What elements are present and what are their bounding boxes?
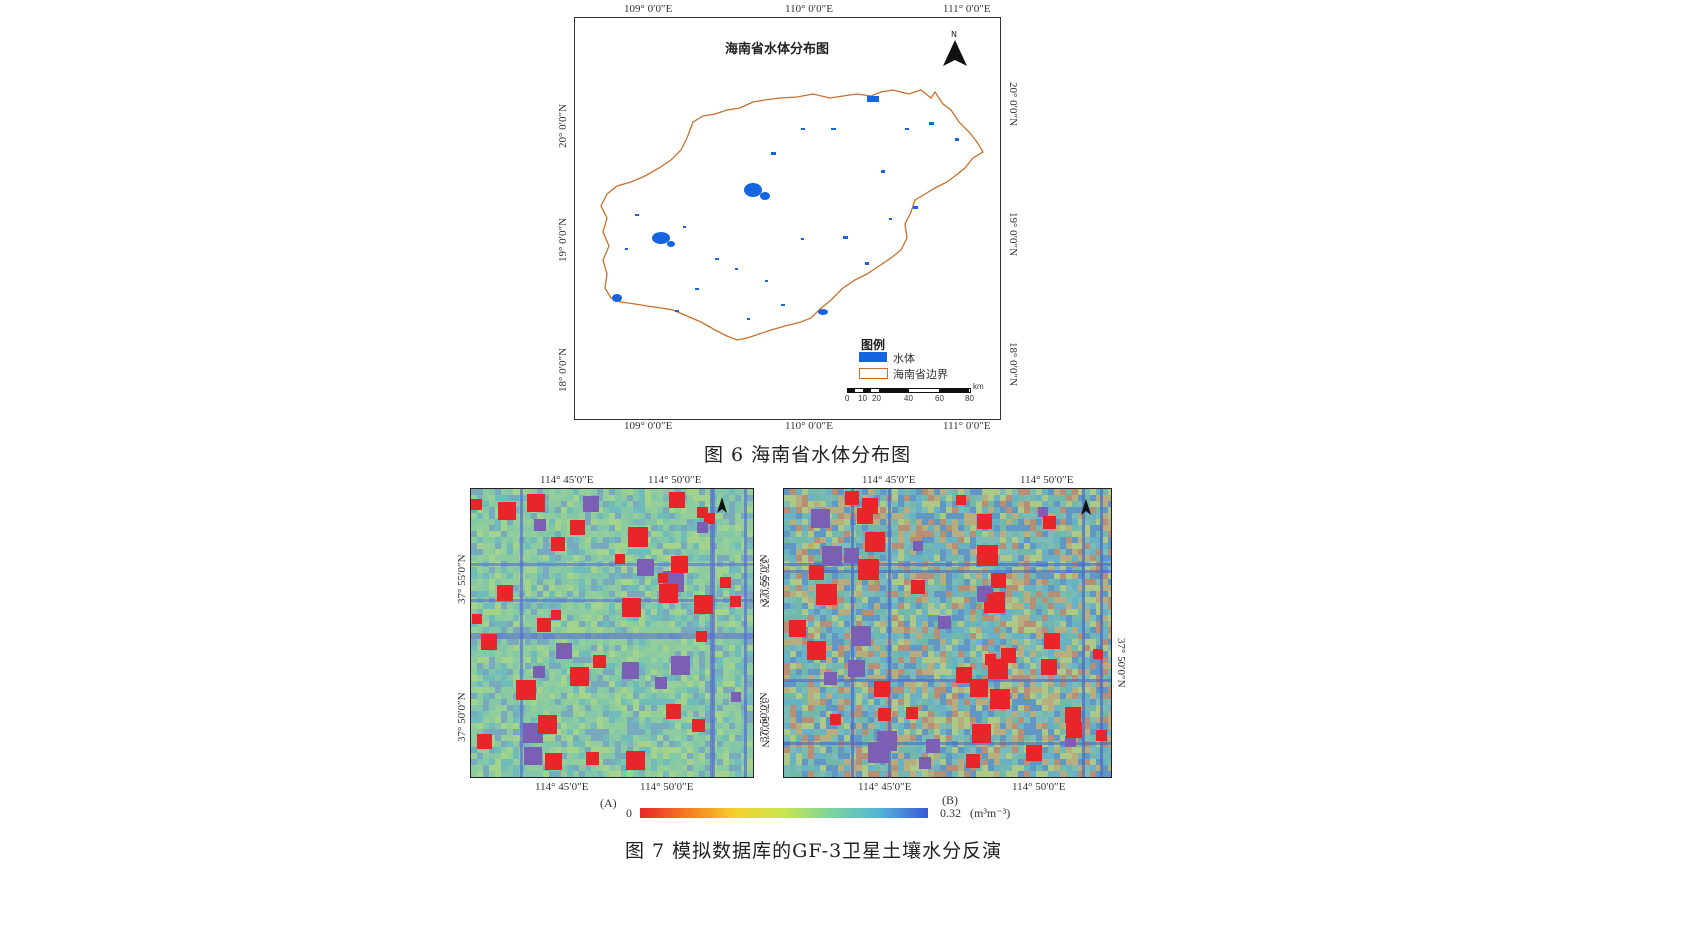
fig6-right-tick-3: 18° 0′0″N bbox=[1007, 342, 1019, 387]
legend-water-swatch bbox=[859, 352, 887, 362]
fig6-map-title: 海南省水体分布图 bbox=[725, 42, 830, 57]
panelB-soil-moisture-map bbox=[783, 488, 1112, 778]
fig6-left-tick-1: 20° 0′0″N bbox=[557, 103, 569, 148]
scale-label-60: 60 bbox=[935, 394, 944, 403]
scale-bar bbox=[847, 388, 971, 393]
fig6-caption: 图 6 海南省水体分布图 bbox=[704, 444, 912, 466]
north-arrow-icon: N bbox=[943, 30, 967, 70]
panelA-top-tick-1: 114° 45′0″E bbox=[540, 474, 594, 486]
fig6-right-tick-1: 20° 0′0″N bbox=[1007, 82, 1019, 127]
fig6-bottom-tick-1: 109° 0′0″E bbox=[624, 420, 673, 432]
panelA-bottom-tick-2: 114° 50′0″E bbox=[640, 781, 694, 793]
scale-label-0: 0 bbox=[845, 394, 850, 403]
panelB-top-tick-2: 114° 50′0″E bbox=[1020, 474, 1074, 486]
fig6-top-tick-3: 111° 0′0″E bbox=[943, 3, 991, 15]
legend-boundary-swatch bbox=[859, 368, 888, 379]
fig6-left-tick-2: 19° 0′0″N bbox=[557, 217, 569, 262]
legend-water-label: 水体 bbox=[893, 352, 915, 365]
panelA-left-tick-1: 37° 55′0″N bbox=[456, 554, 468, 604]
north-label: N bbox=[951, 30, 957, 39]
scale-unit: km bbox=[973, 382, 984, 391]
scale-label-20: 20 bbox=[872, 394, 881, 403]
hainan-island-map bbox=[600, 89, 984, 341]
panelB-label: (B) bbox=[942, 793, 958, 807]
panelB-left-tick-1: 37° 55′0″N bbox=[758, 554, 770, 604]
panelB-left-tick-2: 37° 50′0″N bbox=[758, 692, 770, 742]
fig6-map-frame: 海南省水体分布图 N bbox=[574, 17, 1001, 420]
panelB-bottom-tick-2: 114° 50′0″E bbox=[1012, 781, 1066, 793]
panelA-bottom-tick-1: 114° 45′0″E bbox=[535, 781, 589, 793]
colorbar-unit: (m³m⁻³) bbox=[970, 806, 1011, 820]
fig6-left-tick-3: 18° 0′0″N bbox=[557, 347, 569, 392]
scale-label-40: 40 bbox=[904, 394, 913, 403]
scale-label-10: 10 bbox=[858, 394, 867, 403]
legend-boundary-label: 海南省边界 bbox=[893, 368, 948, 381]
panelA-label: (A) bbox=[600, 796, 617, 810]
colorbar-gradient bbox=[640, 808, 928, 818]
colorbar-max-label: 0.32 bbox=[940, 806, 961, 820]
panelA-soil-moisture-map bbox=[470, 488, 754, 778]
fig6-bottom-tick-2: 110° 0′0″E bbox=[785, 420, 833, 432]
colorbar-min-label: 0 bbox=[626, 806, 632, 820]
fig6-top-tick-1: 109° 0′0″E bbox=[624, 3, 673, 15]
fig6-top-tick-2: 110° 0′0″E bbox=[785, 3, 833, 15]
panelB-bottom-tick-1: 114° 45′0″E bbox=[858, 781, 912, 793]
fig6-right-tick-2: 19° 0′0″N bbox=[1007, 212, 1019, 257]
panelA-left-tick-2: 37° 50′0″N bbox=[456, 692, 468, 742]
panelA-top-tick-2: 114° 50′0″E bbox=[648, 474, 702, 486]
panelA-north-arrow-icon bbox=[717, 497, 727, 517]
panelB-right-tick-1: 37° 50′0″N bbox=[1115, 638, 1127, 688]
scale-label-80: 80 bbox=[965, 394, 974, 403]
fig6-bottom-tick-3: 111° 0′0″E bbox=[943, 420, 991, 432]
panelB-north-arrow-icon bbox=[1081, 499, 1091, 519]
fig7-caption: 图 7 模拟数据库的GF-3卫星土壤水分反演 bbox=[625, 840, 1003, 862]
panelB-top-tick-1: 114° 45′0″E bbox=[862, 474, 916, 486]
legend-title: 图例 bbox=[861, 338, 886, 352]
